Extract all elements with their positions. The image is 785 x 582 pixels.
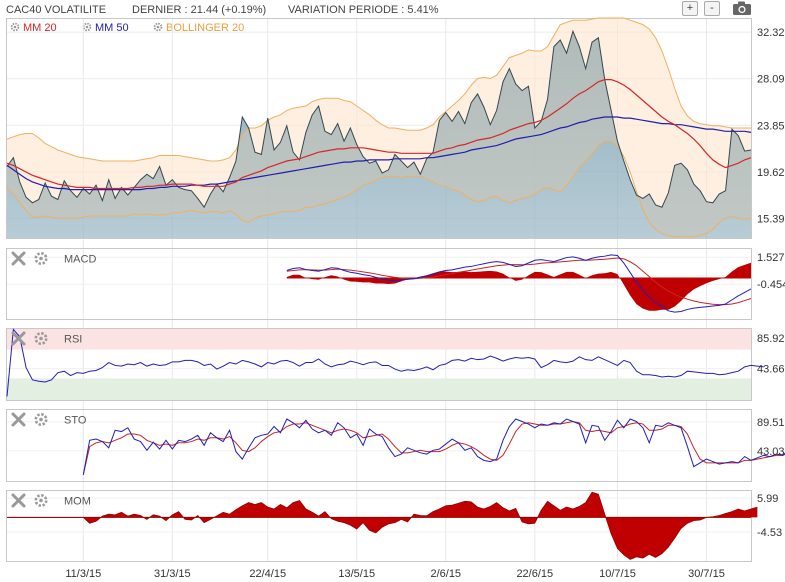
bollinger-band-fill — [7, 18, 751, 237]
price-ytick: 28.09 — [757, 74, 785, 86]
gear-icon[interactable] — [34, 252, 48, 265]
mm50-line — [6, 116, 752, 191]
mm20-line — [6, 79, 752, 190]
x-tick-label: 10/7/15 — [599, 568, 636, 580]
price-ytick: 19.62 — [757, 167, 785, 179]
sto-k-line — [82, 418, 785, 475]
close-icon[interactable] — [11, 493, 26, 508]
x-tick-label: 22/6/15 — [516, 568, 553, 580]
legend-bollinger[interactable]: BOLLINGER 20 — [153, 22, 244, 34]
rsi-oversold-band — [7, 378, 751, 400]
x-tick-label: 13/5/15 — [338, 568, 375, 580]
panel-label: MACD — [64, 254, 96, 266]
rsi-ytick: 43.66 — [757, 364, 785, 376]
zoom-in-button[interactable]: + — [682, 1, 698, 16]
panel-header: MOM — [11, 493, 91, 508]
panel-frame-price — [6, 18, 752, 239]
close-icon[interactable] — [11, 412, 26, 427]
close-icon[interactable] — [11, 331, 26, 346]
legend-mm50-label: MM 50 — [95, 22, 129, 34]
macd-ytick: 1.527 — [757, 252, 785, 264]
panel-frame-mom — [6, 490, 752, 562]
rsi-line — [6, 328, 764, 397]
price-line — [6, 29, 752, 209]
macd-histogram — [286, 262, 751, 311]
instrument-title: CAC40 VOLATILITE — [6, 4, 107, 16]
zoom-out-button[interactable]: - — [704, 1, 720, 16]
price-ytick: 32.32 — [757, 27, 785, 39]
mom-ytick: -4.53 — [757, 527, 782, 539]
rsi-ytick: 85.92 — [757, 333, 785, 345]
panel-header: STO — [11, 412, 87, 427]
panel-label: STO — [64, 415, 87, 427]
macd-line — [286, 254, 752, 313]
x-tick-label: 31/3/15 — [154, 568, 191, 580]
bollinger-upper-line — [6, 17, 751, 162]
gear-icon[interactable] — [82, 22, 92, 32]
mom-line — [7, 491, 758, 560]
panel-frame-sto — [6, 409, 752, 482]
panel-frame-rsi — [6, 328, 752, 401]
labels-layer: 32.32 28.09 23.85 19.62 15.39 1.527 -0.454 MACD… — [11, 27, 785, 580]
rsi-overbought-band — [7, 329, 751, 350]
legend-mm20-label: MM 20 — [23, 22, 57, 34]
mom-ytick: 5.99 — [757, 493, 778, 505]
close-icon[interactable] — [11, 251, 26, 266]
period-variation: VARIATION PERIODE : 5.41% — [288, 4, 439, 16]
x-tick-label: 2/6/15 — [430, 568, 461, 580]
panel-label: RSI — [64, 334, 82, 346]
mom-area — [7, 492, 758, 560]
legend-mm20[interactable]: MM 20 — [10, 22, 57, 34]
legend-mm50[interactable]: MM 50 — [82, 22, 129, 34]
gear-icon[interactable] — [153, 22, 163, 32]
price-ytick: 23.85 — [757, 120, 785, 132]
bollinger-lower-line — [6, 140, 752, 238]
x-tick-label: 11/3/15 — [65, 568, 101, 580]
last-price: DERNIER : 21.44 (+0.19%) — [132, 4, 267, 16]
legend-bollinger-label: BOLLINGER 20 — [166, 22, 245, 34]
sto-d-line — [82, 421, 785, 475]
gear-icon[interactable] — [10, 22, 20, 32]
panel-label: MOM — [64, 496, 91, 508]
gear-icon[interactable] — [34, 413, 48, 426]
price-ytick: 15.39 — [757, 213, 785, 225]
sto-ytick: 43.03 — [757, 446, 785, 458]
series-layer — [6, 17, 785, 560]
panel-header: MACD — [11, 251, 96, 266]
panels — [6, 18, 752, 562]
x-tick-label: 22/4/15 — [249, 568, 286, 580]
camera-icon[interactable] — [732, 0, 752, 16]
sto-ytick: 89.51 — [757, 417, 785, 429]
gear-icon[interactable] — [34, 494, 48, 507]
x-tick-label: 30/7/15 — [688, 568, 725, 580]
panel-frame-macd — [6, 248, 752, 320]
macd-signal-line — [286, 257, 752, 306]
macd-ytick: -0.454 — [757, 279, 785, 291]
